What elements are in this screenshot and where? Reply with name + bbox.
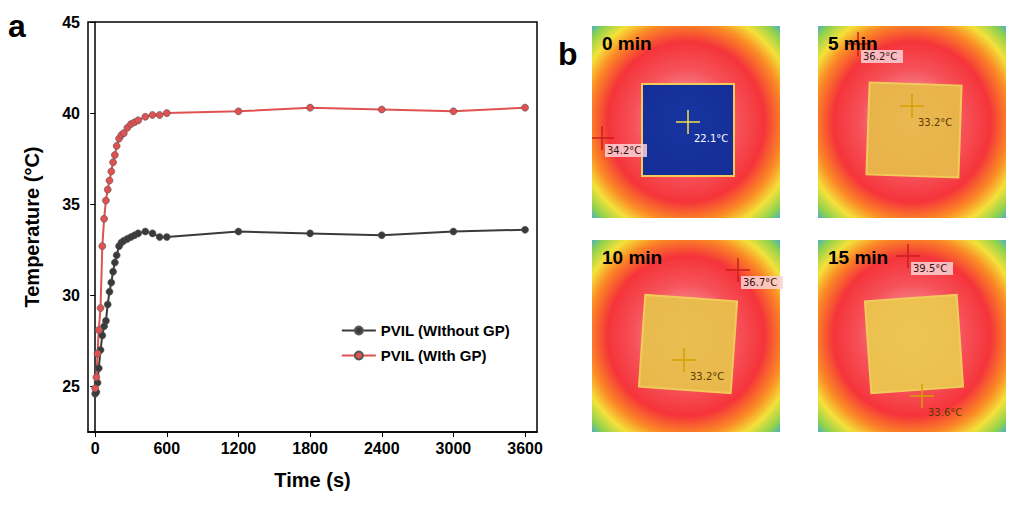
svg-text:45: 45 [62,14,80,31]
html-text:a: a [8,8,26,44]
svg-text:3000: 3000 [436,440,472,457]
svg-text:25: 25 [62,378,80,395]
html-text:b: b [558,36,578,72]
svg-text:Time (s): Time (s) [274,469,350,491]
svg-text:33.2°C: 33.2°C [918,117,952,128]
svg-text:1800: 1800 [292,440,328,457]
svg-text:33.6°C: 33.6°C [928,407,962,418]
svg-text:15 min: 15 min [828,247,888,268]
svg-text:36.7°C: 36.7°C [743,277,777,288]
svg-text:36.2°C: 36.2°C [863,51,898,62]
svg-text:22.1°C: 22.1°C [694,133,728,144]
svg-text:3600: 3600 [507,440,543,457]
svg-text:0: 0 [91,440,100,457]
svg-text:Temperature (°C): Temperature (°C) [21,147,43,308]
svg-text:39.5°C: 39.5°C [913,263,947,274]
svg-text:40: 40 [62,105,80,122]
svg-text:5 min: 5 min [828,33,878,54]
svg-text:PVIL (WIth GP): PVIL (WIth GP) [381,347,487,364]
svg-text:2400: 2400 [364,440,400,457]
svg-text:30: 30 [62,287,80,304]
svg-text:1200: 1200 [221,440,257,457]
svg-text:35: 35 [62,196,80,213]
svg-text:34.2°C: 34.2°C [607,145,641,156]
svg-text:10 min: 10 min [602,247,662,268]
svg-text:0 min: 0 min [602,33,652,54]
svg-text:PVIL (WIthout GP): PVIL (WIthout GP) [381,322,510,339]
svg-text:33.2°C: 33.2°C [690,371,724,382]
svg-text:600: 600 [153,440,180,457]
